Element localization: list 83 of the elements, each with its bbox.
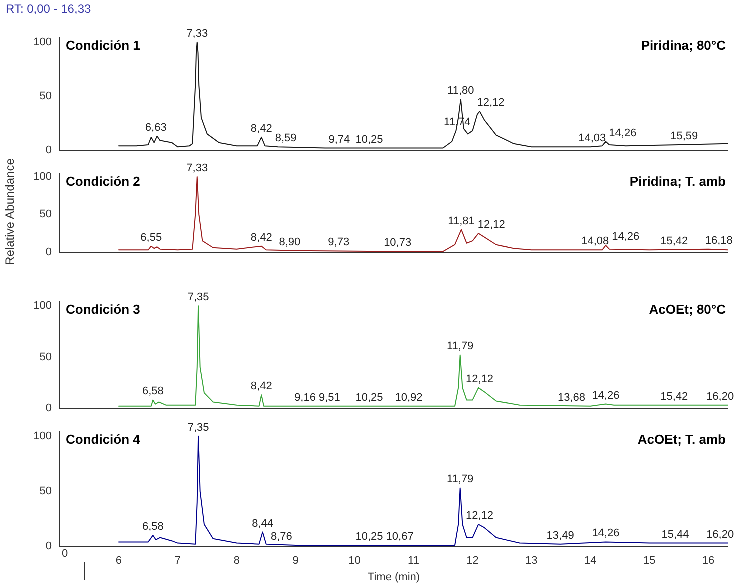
annotation: 8,42	[250, 232, 272, 244]
annotation: 12,12	[466, 373, 494, 386]
y-tick-label: 50	[40, 486, 52, 498]
chart-subtitle: Piridina; 80°C	[641, 38, 727, 54]
annotation: 10,25	[356, 531, 384, 544]
annotation: 15,42	[660, 390, 688, 403]
x-tick-label: 13	[526, 555, 538, 568]
chart-title: Condición 4	[66, 432, 142, 448]
annotation: 8,76	[270, 531, 292, 544]
annotation: 6,58	[142, 386, 164, 398]
annotation: 9,73	[328, 236, 350, 248]
annotation: 14,26	[612, 231, 640, 244]
annotation: 8,42	[250, 122, 272, 135]
annotation: 10,92	[395, 392, 423, 404]
annotation: 16,20	[706, 528, 734, 541]
annotation: 11,81	[448, 215, 475, 228]
annotation: 7,35	[188, 292, 210, 304]
annotation: 10,67	[386, 531, 414, 544]
annotation: 8,42	[250, 380, 272, 393]
annotation: 8,59	[275, 132, 297, 145]
annotation: 13,68	[558, 392, 586, 404]
annotation: 16,18	[705, 234, 733, 247]
x-tick-label: 6	[116, 555, 122, 568]
x-tick-label: 16	[702, 555, 715, 568]
x-tick-label: 7	[174, 555, 181, 568]
y-tick-label: 50	[40, 208, 52, 221]
annotation: 10,73	[384, 237, 412, 250]
annotation: 7,33	[186, 28, 208, 40]
annotation: 12,12	[478, 219, 506, 232]
x-tick-label: 12	[466, 555, 479, 568]
chart-subtitle: Piridina; T. amb	[630, 174, 726, 190]
x-tick-label: 14	[584, 555, 597, 568]
annotation: 6,58	[142, 521, 164, 534]
x-tick-label: 11	[408, 555, 420, 568]
text: RT: 0,00 - 16,33	[6, 2, 92, 16]
chart-subtitle: AcOEt; 80°C	[649, 302, 727, 318]
annotation: 12,12	[466, 510, 494, 522]
annotation: 6,63	[145, 122, 167, 134]
y-axis-title: Relative Abundance	[3, 158, 17, 266]
y-tick-label: 100	[34, 171, 52, 184]
annotation: 8,90	[279, 236, 301, 248]
chart-subtitle: AcOEt; T. amb	[638, 432, 726, 448]
y-tick-label: 100	[34, 430, 52, 442]
text: 0	[62, 548, 68, 560]
x-tick-label: 15	[643, 555, 656, 568]
y-tick-label: 100	[34, 36, 52, 48]
x-tick-label: 10	[348, 555, 361, 568]
annotation: 8,44	[252, 518, 274, 530]
y-tick-label: 50	[40, 351, 52, 364]
x-axis-title: Time (min)	[368, 571, 420, 584]
annotation: 14,26	[592, 390, 620, 402]
annotation: 13,49	[546, 530, 574, 542]
y-tick-label: 50	[40, 90, 52, 102]
annotation: 15,44	[662, 528, 690, 541]
annotation: 10,25	[356, 392, 384, 404]
y-tick-label: 0	[46, 144, 52, 156]
annotation: 14,26	[609, 127, 637, 140]
annotation: 7,33	[186, 162, 208, 175]
annotation: 7,35	[188, 422, 210, 434]
x-tick-label: 9	[292, 555, 299, 568]
annotation: 9,51	[318, 392, 340, 404]
annotation: 9,16	[294, 392, 316, 404]
annotation: 11,79	[446, 340, 474, 353]
annotation: 9,74	[328, 134, 350, 146]
y-tick-label: 0	[46, 402, 52, 414]
chart-title: Condición 1	[66, 38, 140, 54]
chart-title: Condición 2	[66, 174, 140, 190]
annotation: 11,80	[448, 85, 474, 98]
annotation: 11,79	[446, 474, 474, 486]
annotation: 15,59	[670, 130, 698, 143]
annotation: 10,25	[356, 134, 384, 146]
y-tick-label: 0	[46, 540, 52, 553]
x-tick-label: 8	[234, 555, 240, 568]
y-tick-label: 100	[34, 300, 52, 312]
annotation: 12,12	[477, 97, 505, 110]
annotation: 14,26	[592, 528, 620, 540]
annotation: 14,08	[582, 236, 610, 248]
chart-title: Condición 3	[66, 302, 140, 318]
annotation: 14,03	[578, 132, 606, 145]
annotation: 6,55	[140, 232, 162, 244]
annotation: 15,42	[660, 236, 688, 248]
annotation: 16,20	[706, 390, 734, 403]
y-tick-label: 0	[46, 246, 52, 258]
